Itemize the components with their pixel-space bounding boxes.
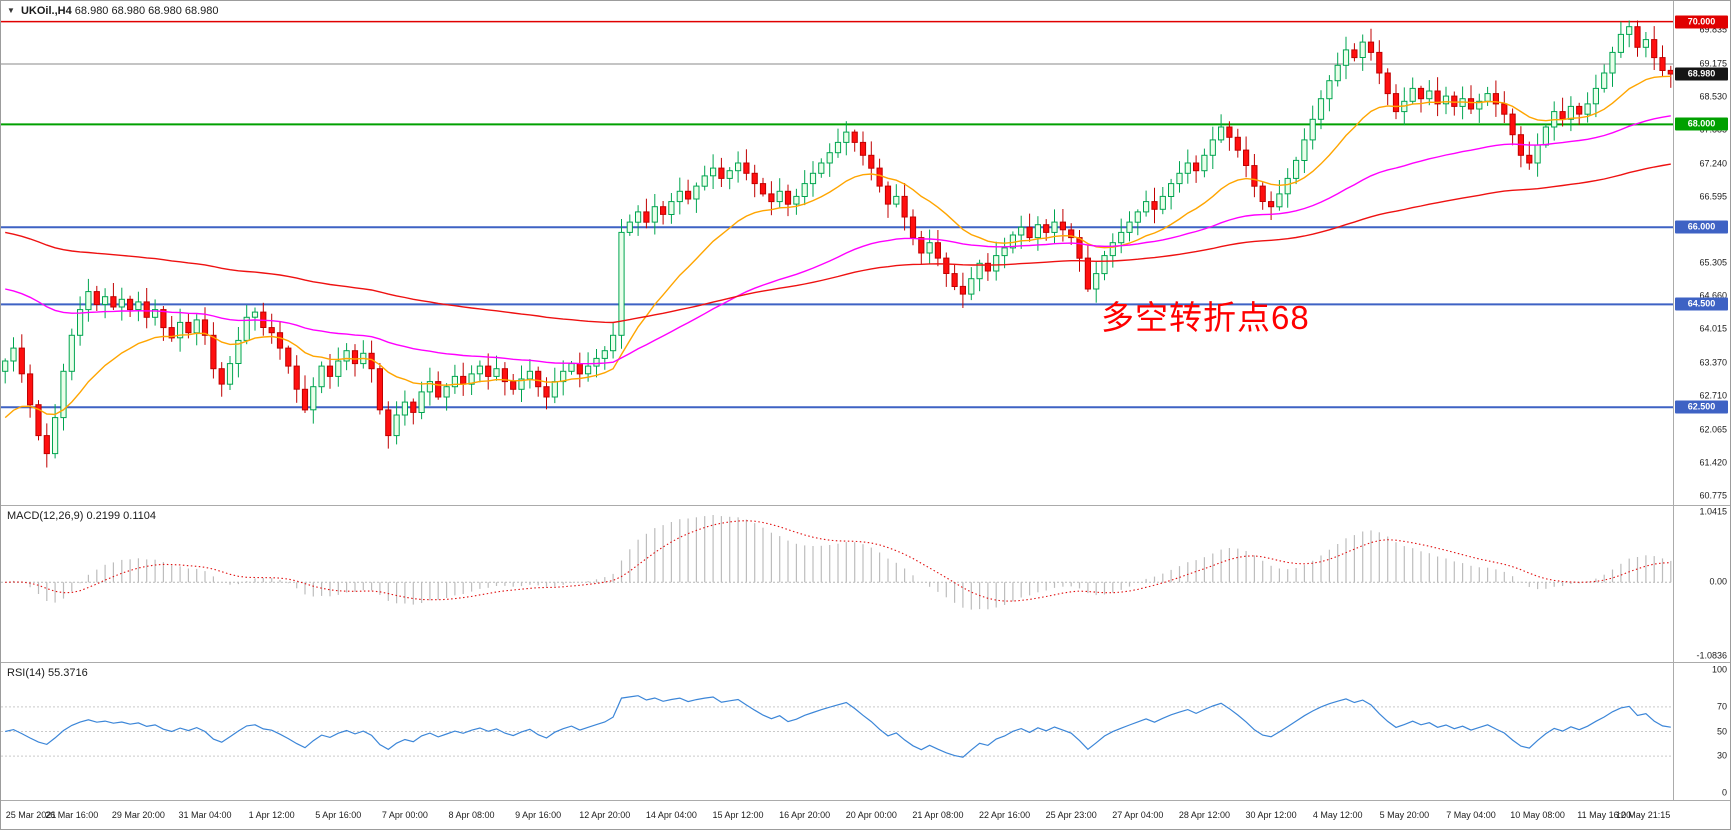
time-label: 21 Apr 08:00	[912, 810, 964, 820]
price-chart-canvas[interactable]	[1, 1, 1675, 506]
macd-axis[interactable]: 1.0415 0.00 -1.0836	[1673, 506, 1730, 662]
candles-layer	[2, 20, 1674, 468]
price-tick: 69.835	[1699, 24, 1727, 35]
time-label: 27 Apr 04:00	[1112, 810, 1164, 820]
price-pane[interactable]: ▼ UKOil.,H4 68.980 68.980 68.980 68.980 …	[1, 1, 1730, 506]
rsi-line	[5, 695, 1671, 758]
time-label: 4 May 12:00	[1312, 810, 1363, 820]
level-badge-68.000: 68.000	[1675, 117, 1728, 131]
time-label: 9 Apr 16:00	[515, 810, 562, 820]
chart-symbol-period: UKOil.,H4	[20, 5, 72, 17]
price-tick: 64.015	[1699, 323, 1727, 334]
macd-label: MACD(12,26,9) 0.2199 0.1104	[7, 510, 156, 522]
time-label: 5 Apr 16:00	[315, 810, 362, 820]
level-badge-62.500: 62.500	[1675, 400, 1728, 414]
level-badge-70.000: 70.000	[1675, 15, 1728, 29]
macd-histogram	[12, 515, 1672, 610]
rsi-axis[interactable]: 100 70 50 30 0	[1673, 663, 1730, 800]
rsi-pane[interactable]: RSI(14) 55.3716 100 70 50 30 0	[1, 663, 1730, 801]
time-label: 7 May 04:00	[1446, 810, 1496, 820]
chart-title: ▼ UKOil.,H4 68.980 68.980 68.980 68.980	[7, 5, 219, 17]
symbol-dropdown-icon[interactable]: ▼	[7, 6, 15, 15]
annotation-text[interactable]: 多空转折点68	[1101, 299, 1310, 336]
price-tick: 62.065	[1699, 424, 1727, 435]
rsi-tick: 100	[1711, 664, 1727, 675]
macd-tick: -1.0836	[1696, 650, 1727, 661]
price-tick: 62.710	[1699, 390, 1727, 401]
time-label: 28 Apr 12:00	[1178, 810, 1230, 820]
price-axis[interactable]: 69.83569.17568.53067.88567.24066.59565.3…	[1673, 1, 1730, 505]
price-tick: 64.660	[1699, 290, 1727, 301]
time-label: 20 Apr 00:00	[845, 810, 897, 820]
price-tick: 63.370	[1699, 357, 1727, 368]
price-tick: 67.240	[1699, 158, 1727, 169]
time-label: 16 Apr 20:00	[779, 810, 831, 820]
time-label: 14 Apr 04:00	[645, 810, 697, 820]
time-label: 12 May 21:15	[1615, 810, 1671, 820]
rsi-tick: 70	[1716, 701, 1727, 712]
price-tick: 68.530	[1699, 91, 1727, 102]
macd-tick: 1.0415	[1699, 506, 1727, 517]
time-label: 7 Apr 00:00	[381, 810, 428, 820]
level-badge-64.500: 64.500	[1675, 297, 1728, 311]
time-label: 26 Mar 16:00	[45, 810, 99, 820]
price-tick: 66.595	[1699, 191, 1727, 202]
macd-signal-line	[5, 520, 1671, 602]
ma-line-60	[5, 115, 1671, 365]
rsi-tick: 0	[1721, 787, 1727, 798]
rsi-label: RSI(14) 55.3716	[7, 667, 88, 679]
rsi-tick: 50	[1716, 726, 1727, 737]
price-tick: 65.305	[1699, 257, 1727, 268]
time-label: 25 Apr 23:00	[1045, 810, 1097, 820]
time-label: 1 Apr 12:00	[248, 810, 295, 820]
macd-pane[interactable]: MACD(12,26,9) 0.2199 0.1104 1.0415 0.00 -1…	[1, 506, 1730, 663]
price-tick: 61.420	[1699, 457, 1727, 468]
macd-tick: 0.00	[1709, 576, 1727, 587]
time-label: 5 May 20:00	[1379, 810, 1430, 820]
time-label: 8 Apr 08:00	[448, 810, 495, 820]
chart-ohlc-values: 68.980 68.980 68.980 68.980	[74, 5, 219, 17]
time-label: 22 Apr 16:00	[979, 810, 1031, 820]
time-label: 11 May 16:00	[1577, 810, 1632, 820]
rsi-chart-canvas[interactable]	[1, 663, 1675, 800]
level-badge-66.000: 66.000	[1675, 220, 1728, 234]
time-label: 30 Apr 12:00	[1245, 810, 1297, 820]
time-label: 15 Apr 12:00	[712, 810, 764, 820]
time-label: 25 Mar 2021	[5, 810, 57, 820]
time-label: 29 Mar 20:00	[111, 810, 165, 820]
time-label: 12 Apr 20:00	[579, 810, 631, 820]
time-label: 31 Mar 04:00	[178, 810, 232, 820]
price-tick: 69.175	[1699, 58, 1727, 69]
ma-line-18	[4, 75, 1671, 419]
macd-chart-canvas[interactable]	[1, 506, 1675, 662]
current-price-badge: 68.980	[1675, 67, 1728, 81]
rsi-tick: 30	[1716, 750, 1727, 761]
time-label: 10 May 08:00	[1510, 810, 1565, 820]
time-axis[interactable]: 25 Mar 2021 26 Mar 16:00 29 Mar 20:00 31 Ma…	[1, 801, 1730, 829]
ma-line-130	[5, 163, 1671, 324]
price-tick: 60.775	[1699, 490, 1727, 501]
